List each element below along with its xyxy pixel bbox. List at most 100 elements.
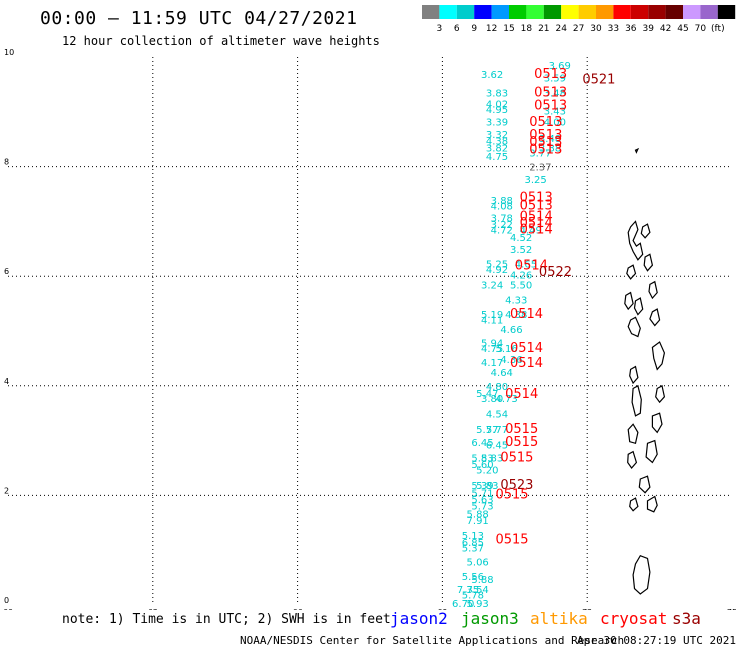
swh-label: 5.13 [462,531,484,542]
colorbar-label: 30 [590,24,602,34]
swh-label: 3.88 [491,196,513,207]
legend-jason3: jason3 [461,609,519,628]
swh-label: 4.33 [505,296,527,307]
swh-label: 7.91 [467,516,489,527]
swh-label: 5.83 [471,453,493,464]
colorbar-swatch [683,5,701,19]
islands [624,147,666,595]
swh-label: 5.37 [462,543,484,554]
island-outline [645,439,658,464]
y-tick-label: 8 [4,158,9,167]
colorbar-label: 39 [642,24,654,34]
colorbar-label: 3 [437,24,443,34]
cryosat-time-label: 0514 [505,387,538,402]
y-tick-label: 10 [4,48,14,57]
swh-label: 5.63 [471,495,493,506]
colorbar-swatch [543,5,562,19]
island-outline [632,554,651,595]
cryosat-time-label: 0513 [529,135,562,150]
cryosat-time-label: 0513 [534,85,567,100]
swh-label: 3.59 [544,74,566,85]
cryosat-time-label: 0513 [520,191,553,206]
x-tick-label: 63 [148,608,158,610]
colorbar-label: 45 [677,24,688,34]
swh-label: 4.95 [486,105,508,116]
swh-label: 6.45 [471,438,493,449]
swh-label: 6.45 [486,440,508,451]
swh-label: 5.06 [467,558,489,569]
swh-label: 5.88 [471,575,493,586]
cryosat-time-label: 0514 [510,341,543,356]
island-outline [643,253,654,272]
swh-label: 5.93 [467,599,489,610]
swh-label: 2.37 [529,162,551,173]
island-outline [633,297,644,316]
s3a-time-label: 0523 [500,478,533,493]
colorbar-label: 42 [660,24,671,34]
swh-label: 3.25 [524,175,546,186]
cryosat-time-label: 0514 [520,209,553,224]
colorbar-swatch [422,5,440,19]
island-outline [655,384,666,404]
swh-label: 5.39 [471,481,493,492]
legend-s3a: s3a [672,609,701,628]
swh-label: 4.66 [500,325,522,336]
colorbar-swatch [456,5,475,19]
swh-label: 5.71 [471,488,493,499]
wave-height-map[interactable]: 60636669727502468103.693.623.593.833.484… [0,0,740,610]
map-title: 00:00 – 11:59 UTC 04/27/2021 [40,8,358,29]
cryosat-time-label: 0515 [505,435,538,450]
swh-label: 4.08 [491,201,513,212]
legend-jason2: jason2 [390,609,448,628]
swh-label: 4.80 [486,382,508,393]
island-outline [638,475,651,494]
swh-label: 3.39 [486,118,508,129]
colorbar-swatch [630,5,649,19]
swh-label: 4.75 [486,152,508,163]
island-outline [648,280,658,300]
cryosat-time-label: 0513 [529,142,562,157]
swh-label: 5.77 [486,425,508,436]
s3a-time-label: 0521 [582,72,615,87]
map-grid: 60 63 66 69 72 75 0 2 4 6 8 10 [3,48,737,610]
island-outline [651,341,666,371]
swh-label: 5.47 [476,389,498,400]
island-outline [627,220,644,261]
wave-height-colorbar: 3 6 9 12 15 18 21 24 27 30 33 36 39 42 45 70 (ft) [422,5,736,34]
swh-label: 7.35 [457,585,479,596]
x-tick-label: 69 [437,608,447,610]
colorbar-swatch [648,5,666,19]
y-tick-label: 0 [4,596,9,605]
map-subtitle: 12 hour collection of altimeter wave hei… [62,34,380,48]
swh-label: 4.17 [481,358,503,369]
swh-label: 5.88 [467,509,489,520]
swh-label: 5.73 [471,502,493,513]
y-tick-label: 6 [4,267,9,276]
swh-label: 3.38 [539,143,561,154]
y-tick-label: 4 [4,377,9,386]
swh-label: 4.49 [520,225,542,236]
swh-label: 3.62 [481,70,503,81]
colorbar-label: 15 [503,24,514,34]
swh-label: 5.83 [476,481,498,492]
swh-label: 3.82 [486,143,508,154]
swh-label: 5.19 [481,310,503,321]
island-outline [629,365,639,385]
cryosat-time-label: 0515 [495,488,528,503]
swh-label: 3.48 [544,88,566,99]
swh-label: 6.70 [452,599,474,610]
colorbar-swatch [613,5,631,19]
x-tick-label: 72 [582,608,592,610]
cryosat-time-label: 0513 [520,198,553,213]
island-outline [626,264,637,280]
cryosat-time-label: 0514 [510,356,543,371]
colorbar-label: (ft) [711,24,725,34]
swh-label: 4.64 [491,368,513,379]
footer-credit: NOAA/NESDIS Center for Satellite Applica… [240,634,625,647]
island-outline [629,497,639,512]
island-outline [627,450,638,469]
colorbar-label: 33 [608,24,619,34]
colorbar-swatch [509,5,527,19]
swh-label: 4.92 [486,265,508,276]
swh-label: 3.24 [481,280,503,291]
